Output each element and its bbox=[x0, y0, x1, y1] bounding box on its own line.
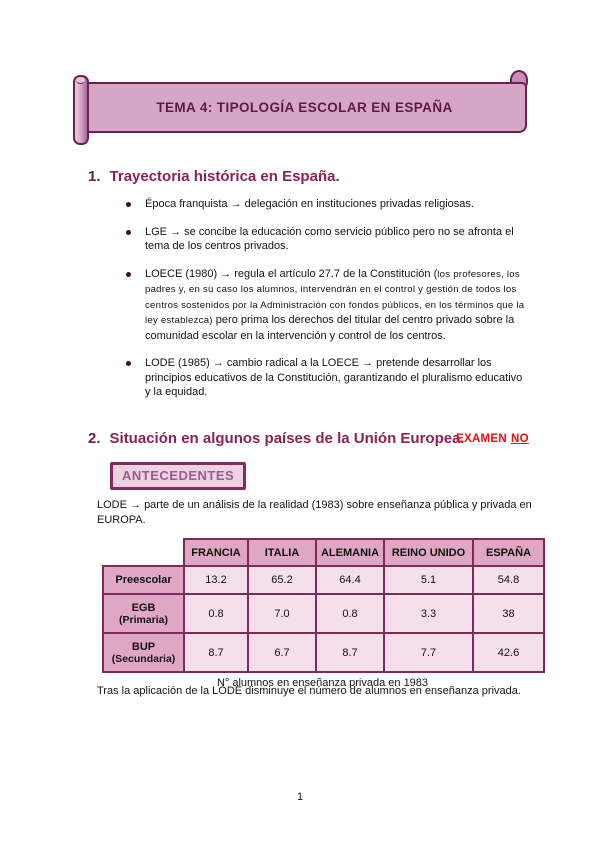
bullet-lode: LODE (1985) → cambio radical a la LOECE … bbox=[126, 356, 528, 400]
examen-value: NO bbox=[511, 433, 529, 445]
row-sublabel-text: (Secundaria) bbox=[111, 652, 176, 665]
banner-roll-decoration bbox=[73, 75, 89, 145]
bullet-epoca-franquista: Época franquista → delegación en institu… bbox=[126, 197, 528, 212]
table-cell: 65.2 bbox=[247, 565, 317, 595]
section2-title: Situación en algunos países de la Unión … bbox=[109, 430, 465, 447]
section2-heading: 2. Situación en algunos países de la Uni… bbox=[88, 430, 465, 447]
table-corner-cell bbox=[103, 539, 184, 566]
bullet-text: Época franquista → delegación en institu… bbox=[145, 198, 474, 210]
section1-title: Trayectoria histórica en España. bbox=[109, 168, 340, 185]
bullet-text-tail: pero prima los derechos del titular del … bbox=[145, 314, 515, 342]
row-label-text: BUP bbox=[131, 640, 156, 653]
table-cell: 42.6 bbox=[472, 632, 545, 673]
table-cell: 3.3 bbox=[383, 593, 474, 634]
table-header-row: FRANCIA ITALIA ALEMANIA REINO UNIDO ESPA… bbox=[103, 538, 545, 567]
row-label-preescolar: Preescolar bbox=[102, 565, 185, 595]
table-cell: 38 bbox=[472, 593, 545, 634]
table-row: EGB (Primaria) 0.8 7.0 0.8 3.3 38 bbox=[102, 593, 545, 634]
examen-label: EXAMEN bbox=[456, 433, 508, 445]
section1-number: 1. bbox=[88, 168, 101, 185]
section1-heading: 1. Trayectoria histórica en España. bbox=[88, 168, 340, 185]
section1-bullet-list: Época franquista → delegación en institu… bbox=[126, 197, 528, 413]
page-number: 1 bbox=[296, 791, 304, 803]
antecedentes-badge: ANTECEDENTES bbox=[110, 462, 247, 490]
table-caption: N° alumnos en enseñanza privada en 1983 bbox=[216, 677, 429, 689]
row-label-text: EGB bbox=[131, 601, 156, 614]
banner-body: TEMA 4: TIPOLOGÍA ESCOLAR EN ESPAÑA bbox=[82, 82, 527, 133]
table-cell: 8.7 bbox=[315, 632, 385, 673]
row-label-egb: EGB (Primaria) bbox=[102, 593, 185, 634]
section2-number: 2. bbox=[88, 430, 101, 447]
lode-intro-paragraph: LODE → parte de un análisis de la realid… bbox=[97, 499, 532, 526]
table-row: Preescolar 13.2 65.2 64.4 5.1 54.8 bbox=[102, 565, 545, 595]
table-cell: 6.7 bbox=[247, 632, 317, 673]
table-cell: 5.1 bbox=[383, 565, 474, 595]
bullet-text: LODE (1985) → cambio radical a la LOECE … bbox=[145, 357, 523, 398]
enrollment-table-container: FRANCIA ITALIA ALEMANIA REINO UNIDO ESPA… bbox=[102, 538, 545, 689]
page-title: TEMA 4: TIPOLOGÍA ESCOLAR EN ESPAÑA bbox=[156, 100, 453, 115]
row-label-text: Preescolar bbox=[115, 574, 172, 586]
table-cell: 0.8 bbox=[183, 593, 249, 634]
table-cell: 64.4 bbox=[315, 565, 385, 595]
bullet-lge: LGE → se concibe la educación como servi… bbox=[126, 225, 528, 254]
column-header-italia: ITALIA bbox=[247, 538, 317, 567]
table-cell: 13.2 bbox=[183, 565, 249, 595]
row-label-bup: BUP (Secundaria) bbox=[102, 632, 185, 673]
antecedentes-label: ANTECEDENTES bbox=[122, 468, 235, 483]
bullet-text-citation: los profesores, los padres y, en su caso… bbox=[145, 268, 525, 327]
column-header-reino-unido: REINO UNIDO bbox=[383, 538, 474, 567]
after-table-paragraph: Tras la aplicación de la LODE disminuye … bbox=[97, 685, 521, 697]
table-cell: 54.8 bbox=[472, 565, 545, 595]
table-cell: 7.7 bbox=[383, 632, 474, 673]
table-cell: 8.7 bbox=[183, 632, 249, 673]
column-header-francia: FRANCIA bbox=[183, 538, 249, 567]
table-cell: 0.8 bbox=[315, 593, 385, 634]
table-row: BUP (Secundaria) 8.7 6.7 8.7 7.7 42.6 bbox=[102, 632, 545, 673]
bullet-loece: LOECE (1980) → regula el artículo 27.7 d… bbox=[126, 267, 528, 344]
column-header-espana: ESPAÑA bbox=[472, 538, 545, 567]
examen-note: EXAMEN NO bbox=[456, 433, 529, 445]
row-sublabel-text: (Primaria) bbox=[118, 613, 169, 626]
bullet-text: LGE → se concibe la educación como servi… bbox=[145, 225, 514, 253]
bullet-text-lead: LOECE (1980) → regula el artículo 27.7 d… bbox=[145, 267, 438, 280]
table-cell: 7.0 bbox=[247, 593, 317, 634]
title-banner: TEMA 4: TIPOLOGÍA ESCOLAR EN ESPAÑA bbox=[73, 70, 529, 145]
column-header-alemania: ALEMANIA bbox=[315, 538, 385, 567]
enrollment-table: FRANCIA ITALIA ALEMANIA REINO UNIDO ESPA… bbox=[102, 538, 545, 673]
